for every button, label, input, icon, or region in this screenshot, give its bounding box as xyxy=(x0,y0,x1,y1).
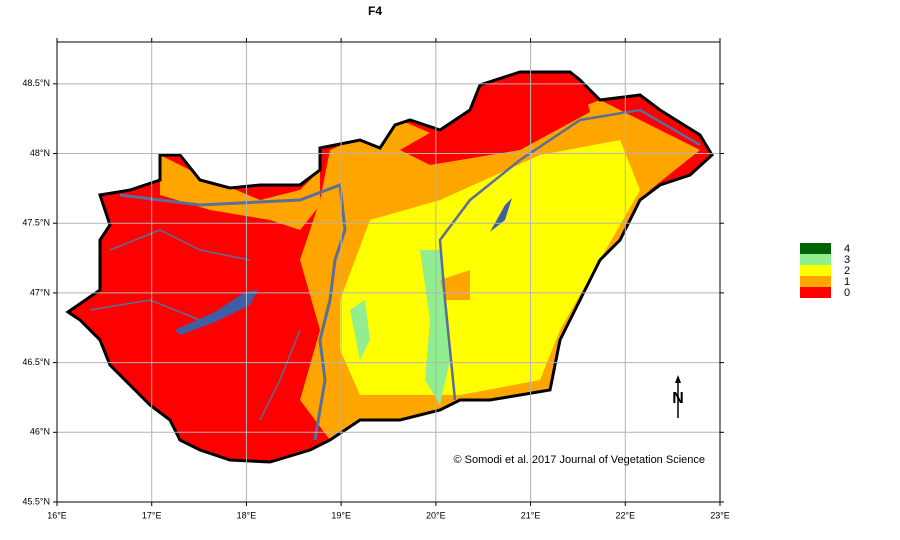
x-tick-label: 16°E xyxy=(47,510,67,520)
x-tick-label: 22°E xyxy=(615,510,635,520)
class-2-area xyxy=(340,140,640,395)
legend-swatch xyxy=(800,265,831,276)
y-tick-label: 45.5°N xyxy=(22,496,50,506)
map-title: F4 xyxy=(368,4,382,18)
legend-swatch xyxy=(800,276,831,287)
legend-swatch xyxy=(800,243,831,254)
lake-balaton xyxy=(175,290,258,335)
x-tick-label: 21°E xyxy=(521,510,541,520)
north-arrow-head xyxy=(675,375,681,383)
river-danube xyxy=(119,182,347,441)
x-tick-label: 19°E xyxy=(331,510,351,520)
legend-swatch xyxy=(800,254,831,265)
class-0-area xyxy=(400,75,590,165)
y-tick-label: 48°N xyxy=(30,148,50,158)
river-tisza xyxy=(438,108,701,401)
north-arrow: N xyxy=(672,375,684,418)
legend-swatch xyxy=(800,287,831,298)
x-tick-label: 20°E xyxy=(426,510,446,520)
y-tick-label: 47°N xyxy=(30,287,50,297)
north-label: N xyxy=(672,390,684,407)
legend-label: 2 xyxy=(844,265,850,277)
y-tick-label: 47.5°N xyxy=(22,218,50,228)
x-tick-label: 18°E xyxy=(237,510,257,520)
y-tick-label: 46°N xyxy=(30,427,50,437)
legend-label: 3 xyxy=(844,254,850,266)
y-tick-label: 46.5°N xyxy=(22,357,50,367)
credit: © Somodi et al. 2017 Journal of Vegetati… xyxy=(454,454,706,466)
legend-label: 0 xyxy=(844,287,850,299)
plot-frame xyxy=(56,41,721,503)
legend-label: 1 xyxy=(844,276,850,288)
y-tick-label: 48.5°N xyxy=(22,78,50,88)
class-3-area xyxy=(350,300,370,360)
x-tick-label: 17°E xyxy=(142,510,162,520)
river-minor xyxy=(89,229,301,421)
x-tick-label: 23°E xyxy=(710,510,730,520)
class-1-area xyxy=(160,155,320,230)
legend-label: 4 xyxy=(844,243,850,255)
